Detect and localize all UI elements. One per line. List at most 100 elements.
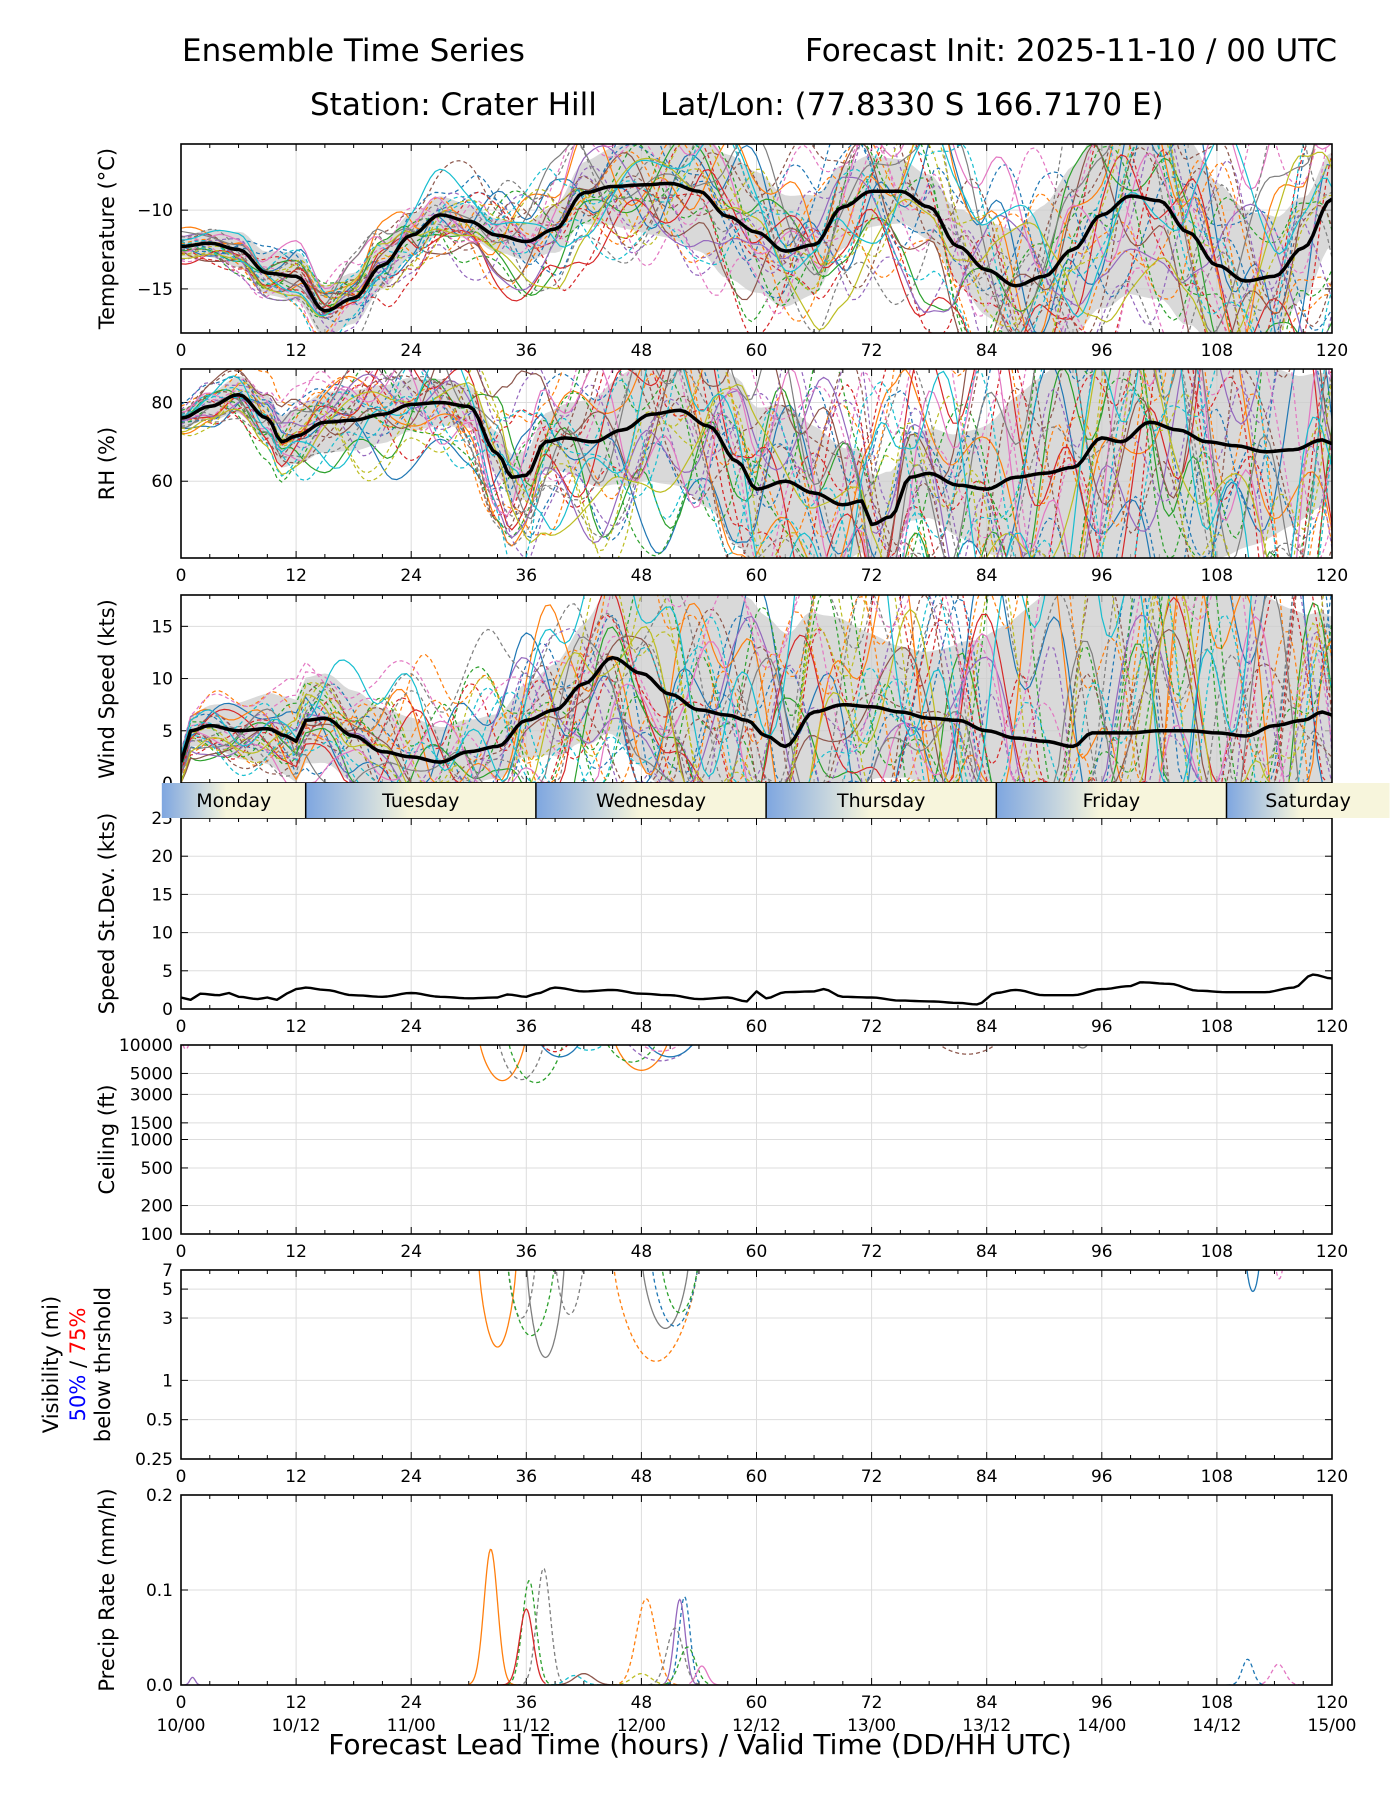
y-tick-label: 5 [162, 722, 173, 742]
x-tick-label: 84 [976, 1693, 998, 1713]
threshold-sep: / [66, 1354, 90, 1374]
day-segment [305, 783, 536, 818]
day-label-monday: Monday [196, 790, 271, 812]
member-event-line [651, 1270, 699, 1327]
x-tick-label: 24 [400, 1242, 422, 1262]
member-event-line [615, 1045, 668, 1071]
member-line [181, 602, 1332, 783]
day-band: Monday Tuesday Wednesday Thursday Friday Satu… [161, 783, 1390, 818]
threshold-50-label: 50% [66, 1375, 90, 1422]
x-tick-label: 84 [976, 1242, 998, 1262]
x-tick-label: 84 [976, 1467, 998, 1487]
member-event-line [613, 1270, 698, 1362]
y-axis-label: Wind Speed (kts) [95, 599, 119, 779]
y-tick-label: 0.1 [146, 1581, 173, 1601]
y-tick-label: 0.2 [146, 1486, 173, 1506]
member-line [181, 628, 1332, 783]
y-tick-label: 5000 [130, 1064, 173, 1084]
x-tick-label: 120 [1316, 566, 1348, 586]
y-axis-label: Ceiling (ft) [95, 1084, 119, 1194]
title-right: Forecast Init: 2025-11-10 / 00 UTC [805, 33, 1337, 69]
y-tick-label: 1 [162, 1371, 173, 1391]
x-tick-label: 96 [1091, 1467, 1113, 1487]
member-line [181, 369, 1332, 558]
day-label-friday: Friday [1083, 790, 1141, 812]
x-tick-label: 12 [285, 1467, 307, 1487]
station-title: Station: Crater Hill [310, 87, 597, 123]
y-axis-label: RH (%) [95, 427, 119, 500]
member-line [181, 615, 1332, 783]
x-tick-label: 84 [976, 1017, 998, 1037]
plot-area-rh [181, 369, 1332, 558]
x-tick-label: 72 [861, 1693, 883, 1713]
x-tick-label: 48 [631, 1467, 653, 1487]
valid-time-label: 15/00 [1308, 1716, 1357, 1736]
day-segment [161, 783, 306, 818]
y-axis-label: Temperature (°C) [95, 148, 119, 330]
x-tick-label: 96 [1091, 566, 1113, 586]
x-tick-label: 60 [746, 566, 768, 586]
valid-time-label: 14/12 [1192, 1716, 1241, 1736]
member-line [181, 595, 1332, 783]
member-line [181, 151, 1332, 333]
valid-time-label: 11/12 [502, 1716, 551, 1736]
x-tick-label: 72 [861, 341, 883, 361]
x-tick-label: 48 [631, 566, 653, 586]
x-tick-label: 84 [976, 341, 998, 361]
member-line [181, 595, 1332, 783]
member-line [181, 595, 1332, 783]
member-line [181, 369, 1332, 558]
x-tick-label: 36 [515, 1693, 537, 1713]
x-tick-label: 0 [176, 566, 187, 586]
x-tick-label: 108 [1201, 341, 1233, 361]
member-line [181, 144, 1332, 333]
day-label-wednesday: Wednesday [596, 790, 706, 812]
valid-time-label: 13/00 [847, 1716, 896, 1736]
y-tick-label: 1000 [130, 1131, 173, 1151]
panel-precip: 0 12 24 36 48 60 72 84 96 108 120 0.0 0.1 0.2 Precip R… [95, 1486, 1348, 1713]
x-tick-label: 48 [631, 341, 653, 361]
member-event-line [1275, 1270, 1284, 1280]
member-line [181, 595, 1332, 783]
member-event-line [660, 1598, 700, 1685]
plot-area-stdev [181, 973, 1332, 1006]
day-segment [996, 783, 1227, 818]
plot-area-precip [181, 1548, 1304, 1685]
x-tick-label: 36 [515, 1242, 537, 1262]
x-tick-label: 48 [631, 1693, 653, 1713]
x-tick-label: 108 [1201, 1017, 1233, 1037]
x-tick-label: 0 [176, 1017, 187, 1037]
member-line [181, 369, 1332, 558]
member-event-line [478, 1270, 517, 1348]
x-tick-label: 36 [515, 1017, 537, 1037]
y-tick-label: −15 [137, 280, 173, 300]
plot-area-visibility [478, 1270, 1284, 1362]
y-tick-label: −10 [137, 201, 173, 221]
y-tick-label: 0.5 [146, 1411, 173, 1431]
x-tick-label: 120 [1316, 1242, 1348, 1262]
axes-frame [180, 143, 1333, 334]
panel-visibility: 0 12 24 36 48 60 72 84 96 108 120 0.25 0.5 1 3 57 Visibi… [39, 1261, 1348, 1487]
x-tick-label: 120 [1316, 1693, 1348, 1713]
x-tick-label: 0 [176, 1242, 187, 1262]
threshold-below-label: below thrshold [91, 1287, 115, 1442]
day-label-saturday: Saturday [1265, 790, 1351, 812]
axes-frame [180, 1044, 1333, 1235]
member-event-line [498, 1045, 545, 1081]
x-tick-label: 24 [400, 566, 422, 586]
member-event-line [181, 1676, 201, 1685]
member-line [181, 144, 1332, 333]
y-tick-label: 100 [141, 1225, 173, 1245]
y-tick-label: 15 [151, 885, 173, 905]
day-label-tuesday: Tuesday [381, 790, 459, 812]
member-line [181, 369, 1332, 558]
x-tick-label: 12 [285, 341, 307, 361]
y-tick-label: 5 [162, 1280, 173, 1300]
axes-frame [180, 1494, 1333, 1686]
member-line [181, 595, 1294, 783]
member-event-line [661, 1270, 698, 1314]
y-tick-label: 500 [141, 1159, 173, 1179]
member-line [181, 144, 1332, 297]
member-event-line [1246, 1270, 1260, 1293]
member-line [181, 144, 1308, 333]
